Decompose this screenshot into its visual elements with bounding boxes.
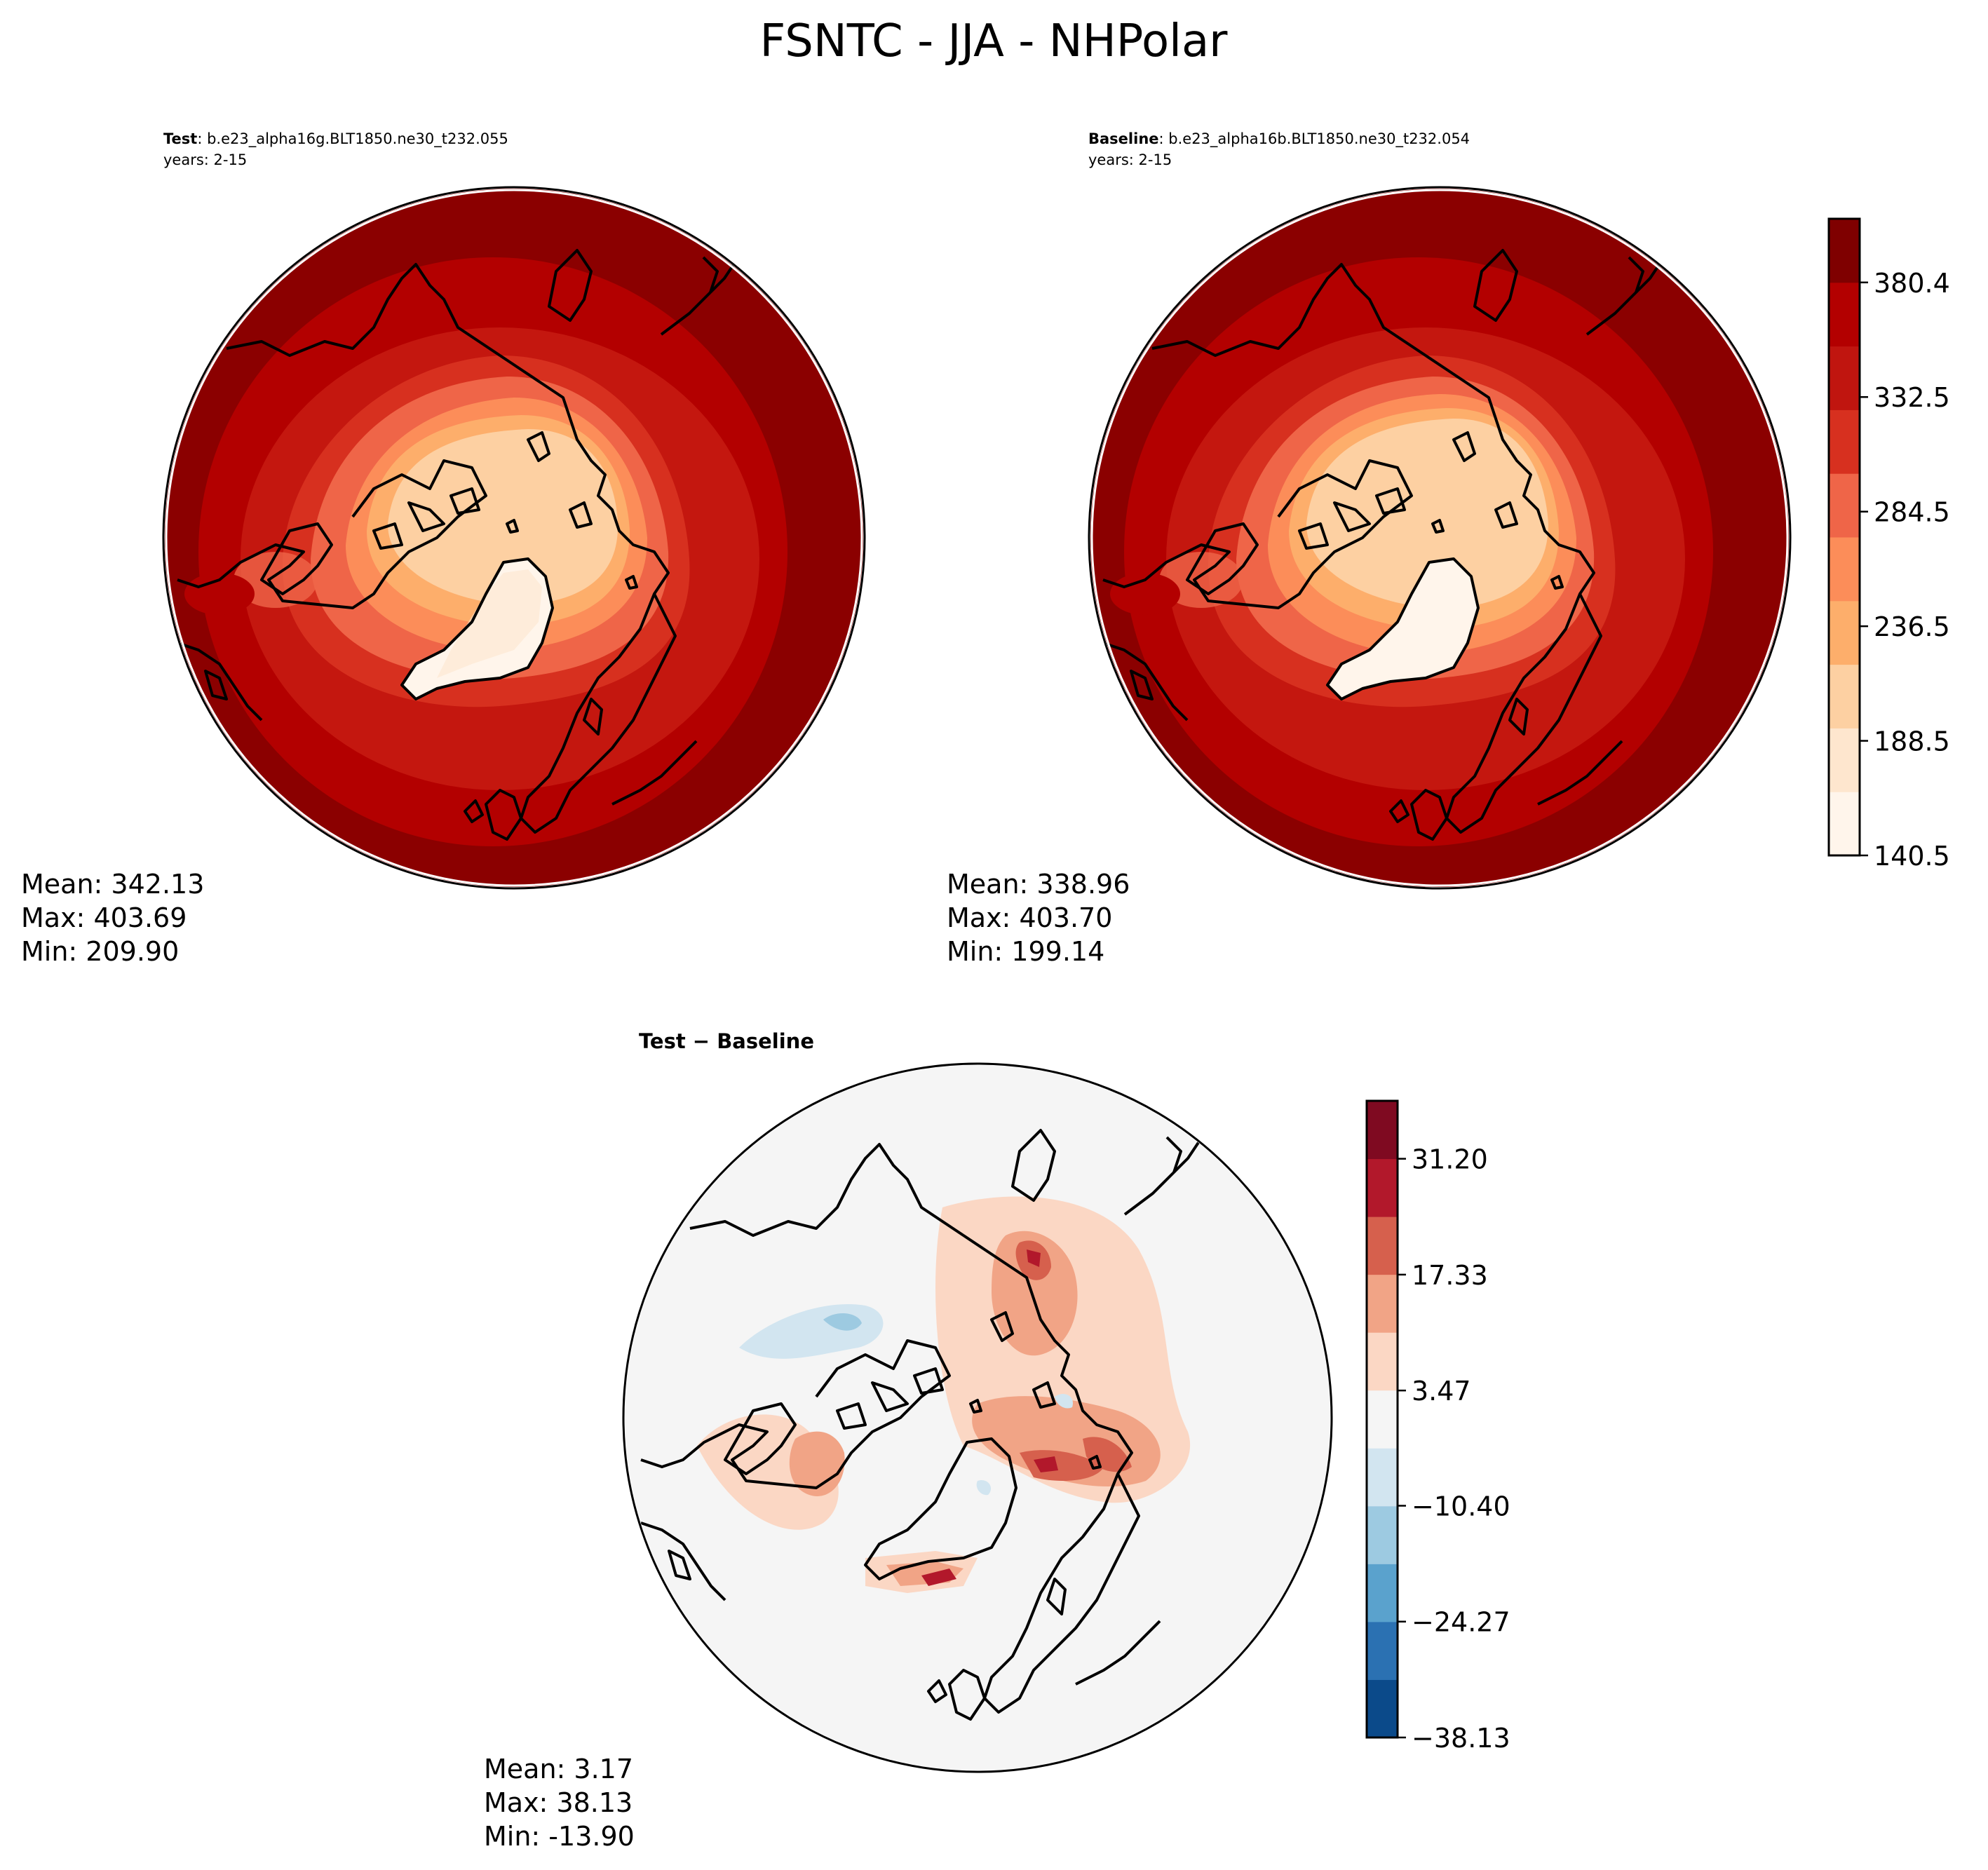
figure-title: FSNTC - JJA - NHPolar [760, 15, 1229, 67]
map-difference [622, 1062, 1333, 1773]
colorbar-absolute-band [1829, 537, 1860, 602]
panel-test-max: Max: 403.69 [21, 902, 187, 933]
panel-difference-label: Test − Baseline [639, 1029, 814, 1053]
map-baseline [1088, 186, 1792, 890]
colorbar-difference-tick-label: 3.47 [1412, 1376, 1471, 1407]
map-test-boundary [162, 186, 866, 890]
panel-baseline-label: Baseline: b.e23_alpha16b.BLT1850.ne30_t2… [1088, 130, 1470, 148]
panel-baseline-min: Min: 199.14 [947, 936, 1104, 967]
colorbar-absolute-tick-label: 380.4 [1874, 268, 1950, 299]
colorbar-difference: −38.13 −24.27 −10.40 3.47 17.33 31.20 [1365, 1099, 1510, 1754]
colorbar-difference-band [1367, 1564, 1398, 1622]
colorbar-difference-tick-label: −38.13 [1412, 1723, 1510, 1754]
panel-baseline-label-bold: Baseline [1088, 130, 1159, 147]
colorbar-absolute-frame [1827, 217, 1861, 857]
colorbar-difference-band [1367, 1158, 1398, 1217]
colorbar-difference-band [1367, 1101, 1398, 1160]
map-test [162, 186, 866, 890]
colorbar-absolute-band [1829, 473, 1860, 538]
colorbar-difference-tick-label: −24.27 [1412, 1607, 1510, 1638]
colorbar-absolute-band [1829, 346, 1860, 410]
colorbar-difference-tick-label: 31.20 [1412, 1144, 1488, 1175]
colorbar-difference-band [1367, 1217, 1398, 1275]
colorbar-difference-band [1367, 1448, 1398, 1507]
panel-test-label: Test: b.e23_alpha16g.BLT1850.ne30_t232.0… [163, 130, 508, 148]
colorbar-absolute-band [1829, 600, 1860, 665]
colorbar-difference-tick-label: 17.33 [1412, 1260, 1488, 1291]
panel-difference-min: Min: -13.90 [484, 1821, 635, 1852]
colorbar-absolute-band [1829, 409, 1860, 474]
panel-test-label-bold: Test [163, 130, 197, 147]
colorbar-difference-tick-label: −10.40 [1412, 1491, 1510, 1522]
map-difference-boundary [622, 1062, 1333, 1773]
colorbar-absolute-band [1829, 792, 1860, 856]
colorbar-absolute-band [1829, 664, 1860, 729]
colorbar-absolute-tick-label: 236.5 [1874, 611, 1950, 642]
colorbar-absolute-tick-label: 284.5 [1874, 497, 1950, 528]
panel-test: Test: b.e23_alpha16g.BLT1850.ne30_t232.0… [21, 130, 866, 967]
panel-difference: Test − Baseline [484, 1029, 1333, 1852]
panel-test-years: years: 2-15 [163, 151, 247, 168]
colorbar-absolute-tick-label: 188.5 [1874, 726, 1950, 757]
colorbar-difference-band [1367, 1274, 1398, 1333]
panel-test-mean: Mean: 342.13 [21, 869, 204, 900]
colorbar-absolute-band [1829, 219, 1860, 283]
colorbar-difference-band [1367, 1621, 1398, 1680]
colorbar-difference-band [1367, 1679, 1398, 1738]
panel-baseline-years: years: 2-15 [1088, 151, 1172, 168]
colorbar-absolute-band [1829, 728, 1860, 792]
colorbar-difference-band [1367, 1332, 1398, 1391]
colorbar-absolute: 140.5 188.5 236.5 284.5 332.5 380.4 [1827, 217, 1950, 872]
colorbar-difference-frame [1365, 1099, 1399, 1739]
panel-difference-mean: Mean: 3.17 [484, 1754, 633, 1784]
panel-test-label-case: : b.e23_alpha16g.BLT1850.ne30_t232.055 [197, 130, 508, 148]
colorbar-difference-band [1367, 1505, 1398, 1564]
colorbar-absolute-tick-label: 140.5 [1874, 841, 1950, 872]
panel-difference-max: Max: 38.13 [484, 1787, 633, 1818]
panel-baseline: Baseline: b.e23_alpha16b.BLT1850.ne30_t2… [947, 130, 1792, 967]
colorbar-difference-band [1367, 1390, 1398, 1449]
panel-baseline-mean: Mean: 338.96 [947, 869, 1130, 900]
panel-baseline-max: Max: 403.70 [947, 902, 1112, 933]
panel-test-min: Min: 209.90 [21, 936, 179, 967]
colorbar-absolute-tick-label: 332.5 [1874, 382, 1950, 413]
colorbar-absolute-band [1829, 282, 1860, 347]
map-baseline-boundary [1088, 186, 1792, 890]
panel-baseline-label-case: : b.e23_alpha16b.BLT1850.ne30_t232.054 [1159, 130, 1470, 148]
